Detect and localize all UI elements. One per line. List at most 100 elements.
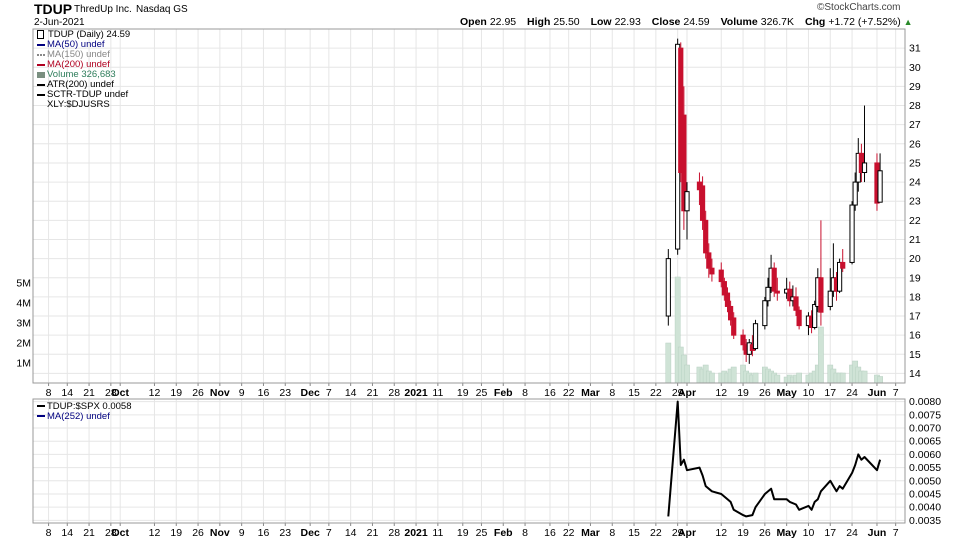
line-icon [37, 415, 45, 418]
x-tick-label: 25 [476, 527, 488, 539]
x-tick-label: 19 [170, 527, 182, 539]
candle-body [706, 252, 712, 269]
volume-bar [818, 326, 824, 384]
candle-body [724, 292, 731, 307]
y-tick-label: 0.0040 [909, 502, 941, 514]
candle-body [771, 267, 777, 292]
x-tick-label: 28 [105, 527, 117, 539]
chg-value: +1.72 (+7.52%) [828, 16, 901, 28]
legend-text: TDUP:$SPX 0.0058 [47, 401, 132, 412]
candle-body [681, 114, 687, 212]
y-tick-label: 0.0035 [909, 515, 941, 527]
x-tick-label: 9 [239, 527, 245, 539]
candle-body [787, 288, 793, 302]
x-tick-label: 14 [345, 527, 357, 539]
volume-bar [752, 372, 759, 384]
volume-tick-label: 2M [16, 338, 31, 350]
high-label: High [527, 16, 551, 28]
candle-body [774, 290, 780, 294]
legend-item: MA(150) undef [37, 50, 130, 60]
y-tick-label: 20 [909, 253, 921, 265]
y-tick-label: 27 [909, 119, 921, 131]
x-tick-label: Feb [494, 387, 513, 399]
legend-item: Volume 326,683 [37, 70, 130, 80]
candle-body [728, 305, 734, 321]
candle-body [678, 47, 684, 174]
x-tick-label: 22 [650, 527, 662, 539]
x-tick-label: 17 [824, 387, 836, 399]
x-tick-label: 14 [345, 387, 357, 399]
main-panel-frame [32, 28, 906, 384]
x-tick-label: Feb [494, 527, 513, 539]
legend-text: MA(252) undef [47, 411, 110, 422]
dotted-line-icon [37, 53, 45, 56]
candle-icon [37, 30, 44, 39]
line-icon [37, 43, 45, 46]
exchange-name: Nasdaq GS [136, 4, 188, 15]
y-tick-label: 22 [909, 215, 921, 227]
x-tick-label: 19 [457, 527, 469, 539]
candle-body [796, 309, 802, 327]
x-tick-label: 24 [846, 387, 858, 399]
candle-body [765, 286, 771, 302]
x-tick-label: Apr [678, 387, 696, 399]
x-tick-label: 15 [628, 527, 640, 539]
x-tick-label: 16 [544, 527, 556, 539]
up-triangle-icon: ▲ [903, 17, 913, 27]
volume-bar [877, 376, 883, 384]
company-name: ThredUp Inc. [74, 4, 132, 15]
x-tick-label: 26 [759, 387, 771, 399]
x-tick-label: 7 [326, 387, 332, 399]
legend-text: MA(50) undef [47, 39, 105, 51]
candle-body [740, 334, 746, 346]
candle-body [852, 181, 858, 206]
volume-label: Volume [720, 16, 758, 28]
y-tick-label: 14 [909, 368, 921, 380]
legend-item: MA(252) undef [37, 412, 132, 422]
x-tick-label: 28 [105, 387, 117, 399]
legend-item: TDUP:$SPX 0.0058 [37, 402, 132, 412]
x-tick-label: Oct [111, 527, 129, 539]
ohlc-summary: Open 22.95 High 25.50 Low 22.93 Close 24.59 … [460, 16, 913, 28]
x-tick-label: 12 [715, 387, 727, 399]
x-tick-label: 26 [759, 527, 771, 539]
y-tick-label: 21 [909, 234, 921, 246]
candle-body [818, 277, 824, 313]
x-tick-label: Apr [678, 527, 696, 539]
x-tick-label: Nov [210, 387, 230, 399]
main-legend: TDUP (Daily) 24.59 MA(50) undef MA(150) un… [37, 30, 130, 110]
candle-body [752, 323, 759, 350]
candle-body [812, 304, 818, 329]
y-tick-label: 0.0050 [909, 475, 941, 487]
volume-value: 326.7K [760, 16, 795, 28]
y-tick-label: 0.0045 [909, 488, 941, 500]
x-tick-label: 2021 [404, 387, 428, 399]
x-tick-label: 21 [367, 387, 379, 399]
x-tick-label: 14 [61, 527, 73, 539]
volume-tick-label: 5M [16, 278, 31, 290]
y-tick-label: 0.0060 [909, 449, 941, 461]
volume-tick-label: 3M [16, 318, 31, 330]
x-tick-label: 29 [672, 387, 684, 399]
x-tick-label: May [776, 387, 797, 399]
x-tick-label: 11 [432, 527, 443, 539]
x-tick-label: 17 [824, 527, 836, 539]
legend-text: MA(200) undef [47, 59, 110, 71]
stockcharts-logo[interactable]: ©StockCharts.com [817, 2, 901, 13]
x-tick-label: 7 [893, 527, 899, 539]
x-tick-label: 28 [388, 527, 400, 539]
close-label: Close [651, 16, 681, 28]
y-tick-label: 19 [909, 272, 921, 284]
y-tick-label: 30 [909, 62, 921, 74]
legend-item: XLY:$DJUSRS [37, 100, 130, 110]
x-tick-label: 16 [258, 387, 270, 399]
x-tick-label: 19 [737, 527, 749, 539]
legend-text: Volume 326,683 [47, 69, 116, 81]
x-tick-label: Nov [210, 527, 230, 539]
legend-text: SCTR-TDUP undef [47, 89, 129, 101]
volume-bar [796, 372, 802, 384]
candle-body [699, 185, 706, 221]
y-tick-label: 0.0075 [909, 409, 941, 421]
legend-item: MA(50) undef [37, 40, 130, 50]
